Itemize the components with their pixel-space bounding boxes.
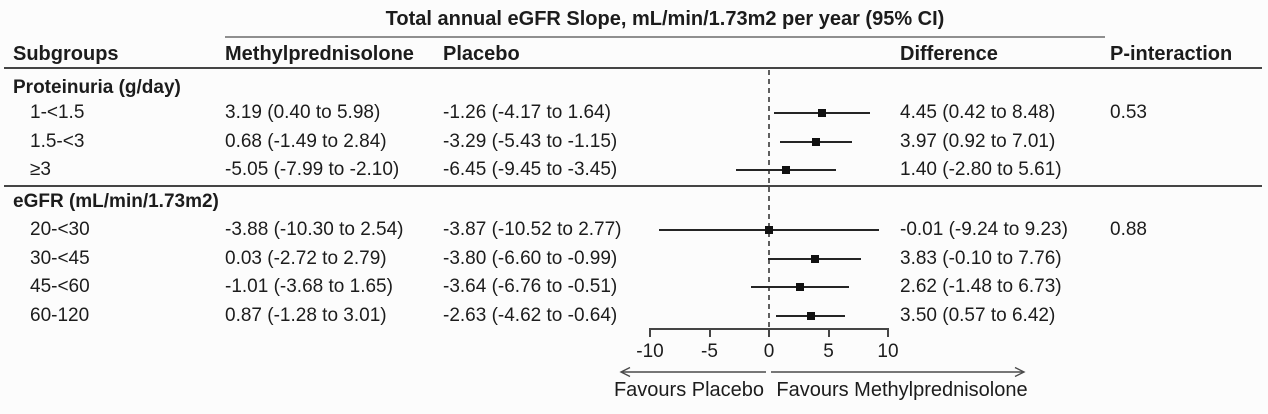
x-axis-tick-label: 5 <box>823 341 834 362</box>
difference-cell: 3.50 (0.57 to 6.42) <box>900 304 1056 326</box>
control-cell: -3.29 (-5.43 to -1.15) <box>443 130 618 152</box>
difference-cell: 2.62 (-1.48 to 6.73) <box>900 276 1062 297</box>
left-arrow-icon <box>619 366 766 378</box>
control-cell: -3.80 (-6.60 to -0.99) <box>443 247 618 269</box>
x-axis-tick <box>827 328 830 337</box>
treatment-cell: 0.03 (-2.72 to 2.79) <box>225 247 387 269</box>
subgroup-cell: 30-<45 <box>30 247 90 269</box>
p-interaction-cell: 0.88 <box>1110 219 1147 240</box>
zero-reference-line <box>768 70 770 328</box>
point-estimate-marker <box>817 109 826 117</box>
control-cell: -1.26 (-4.17 to 1.64) <box>443 102 611 123</box>
section-label: Proteinuria (g/day) <box>13 77 181 98</box>
section-label: eGFR (mL/min/1.73m2) <box>13 191 219 212</box>
subgroup-cell: 45-<60 <box>30 276 90 297</box>
treatment-cell: -1.01 (-3.68 to 1.65) <box>225 276 393 297</box>
difference-cell: 4.45 (0.42 to 8.48) <box>900 102 1056 123</box>
column-header-p-interaction: P-interaction <box>1110 43 1233 65</box>
difference-cell: 1.40 (-2.80 to 5.61) <box>900 159 1062 180</box>
control-cell: -3.87 (-10.52 to 2.77) <box>443 219 622 240</box>
section-divider-rule <box>4 185 1262 187</box>
difference-cell: 3.83 (-0.10 to 7.76) <box>900 247 1062 269</box>
favours-right-label: Favours Methylprednisolone <box>776 379 1028 401</box>
x-axis-tick-label: 0 <box>763 341 775 362</box>
header-rule <box>4 67 1262 69</box>
subgroup-cell: 1-<1.5 <box>30 102 85 123</box>
difference-cell: 3.97 (0.92 to 7.01) <box>900 130 1056 152</box>
column-header-difference: Difference <box>900 43 998 65</box>
point-estimate-marker <box>806 311 815 320</box>
x-axis-tick-label: -10 <box>636 341 664 362</box>
treatment-cell: 0.87 (-1.28 to 3.01) <box>225 304 387 326</box>
treatment-cell: -5.05 (-7.99 to -2.10) <box>225 159 400 180</box>
point-estimate-marker <box>764 226 773 234</box>
control-cell: -6.45 (-9.45 to -3.45) <box>443 159 618 180</box>
point-estimate-marker <box>812 137 821 146</box>
treatment-cell: 3.19 (0.40 to 5.98) <box>225 102 381 123</box>
treatment-cell: -3.88 (-10.30 to 2.54) <box>225 219 404 240</box>
subgroup-cell: 1.5-<3 <box>30 130 85 152</box>
subgroup-cell: 20-<30 <box>30 219 90 240</box>
point-estimate-marker <box>810 254 819 263</box>
difference-cell: -0.01 (-9.24 to 9.23) <box>900 219 1068 240</box>
column-header-treatment: Methylprednisolone <box>225 43 414 65</box>
control-cell: -2.63 (-4.62 to -0.64) <box>443 304 618 326</box>
x-axis-tick-label: -5 <box>701 341 718 362</box>
x-axis-tick <box>768 328 770 337</box>
title-underline <box>225 36 1105 38</box>
column-header-subgroups: Subgroups <box>13 43 119 65</box>
favours-left-label: Favours Placebo <box>613 379 765 401</box>
x-axis-tick <box>708 328 711 337</box>
p-interaction-cell: 0.53 <box>1110 102 1147 123</box>
x-axis-tick <box>649 328 651 337</box>
x-axis-tick-label: 10 <box>877 341 899 362</box>
x-axis-tick <box>887 328 889 337</box>
subgroup-cell: 60-120 <box>30 304 90 326</box>
column-header-control: Placebo <box>443 43 520 65</box>
point-estimate-marker <box>796 283 805 291</box>
subgroup-cell: ≥3 <box>30 159 51 180</box>
right-arrow-icon <box>771 366 1026 378</box>
treatment-cell: 0.68 (-1.49 to 2.84) <box>225 130 387 152</box>
chart-title: Total annual eGFR Slope, mL/min/1.73m2 p… <box>385 8 945 30</box>
point-estimate-marker <box>781 166 790 174</box>
control-cell: -3.64 (-6.76 to -0.51) <box>443 276 618 297</box>
